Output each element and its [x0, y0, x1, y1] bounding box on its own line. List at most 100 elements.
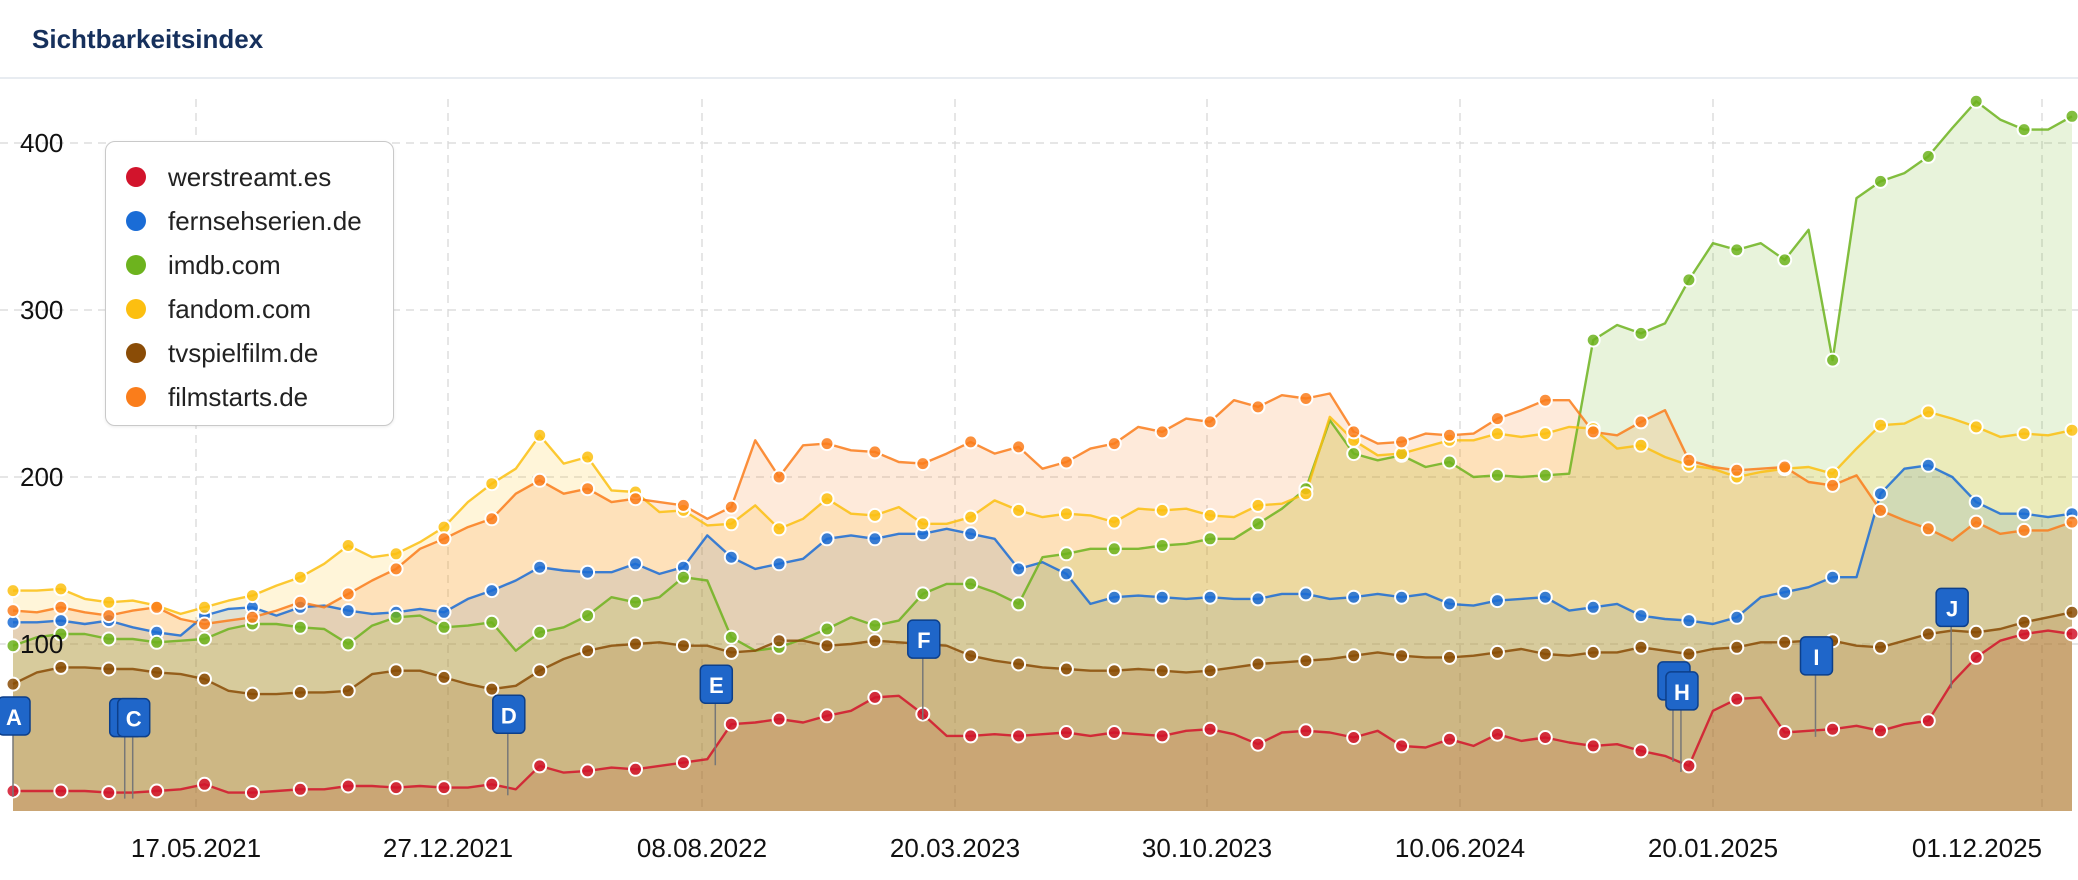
line-imdb-com: [12, 100, 2073, 652]
data-point-tvspielfilm-de: [1011, 656, 1027, 672]
data-point-werstreamt-es: [723, 716, 739, 732]
data-point-werstreamt-es: [771, 711, 787, 727]
data-point-tvspielfilm-de: [1106, 663, 1122, 679]
data-point-imdb-com: [388, 609, 404, 625]
y-tick-label: 200: [20, 462, 63, 492]
data-point-filmstarts-de: [1489, 411, 1505, 427]
data-point-werstreamt-es: [1537, 730, 1553, 745]
data-point-fernsehserien-de: [1873, 486, 1888, 502]
annotation-marker-f: [907, 619, 941, 659]
data-point-tvspielfilm-de: [675, 638, 691, 654]
data-point-filmstarts-de: [771, 469, 787, 485]
data-point-imdb-com: [1154, 538, 1170, 553]
data-point-fernsehserien-de: [867, 531, 883, 547]
annotation-marker-i: [1799, 636, 1834, 676]
data-point-werstreamt-es: [1394, 738, 1410, 754]
data-point-imdb-com: [5, 638, 21, 654]
data-point-werstreamt-es: [340, 778, 356, 794]
chart-title: Sichtbarkeitsindex: [32, 24, 264, 54]
annotation-marker-j: [1935, 587, 1969, 628]
data-point-fandom-com: [819, 491, 835, 507]
data-point-imdb-com: [580, 608, 596, 624]
data-point-fernsehserien-de: [628, 556, 643, 572]
data-point-fandom-com: [340, 538, 356, 553]
data-point-fernsehserien-de: [1968, 494, 1984, 510]
data-point-fernsehserien-de: [1585, 599, 1601, 615]
data-point-filmstarts-de: [197, 616, 212, 632]
data-point-fandom-com: [580, 449, 596, 465]
data-point-fernsehserien-de: [1633, 608, 1649, 624]
data-point-filmstarts-de: [1011, 439, 1027, 455]
data-point-filmstarts-de: [1442, 427, 1457, 443]
legend-item-tvspielfilm-de[interactable]: tvspielfilm.de: [106, 331, 393, 375]
x-tick-label: 17.05.2021: [131, 833, 261, 863]
legend-item-imdb-com[interactable]: imdb.com: [106, 243, 393, 287]
data-point-fernsehserien-de: [580, 564, 596, 580]
data-point-tvspielfilm-de: [1298, 653, 1314, 669]
data-point-imdb-com: [53, 626, 69, 642]
data-point-fernsehserien-de: [1920, 457, 1936, 473]
data-point-tvspielfilm-de: [1585, 644, 1601, 660]
data-point-fandom-com: [1968, 419, 1984, 435]
data-point-filmstarts-de: [1729, 462, 1745, 478]
data-point-fandom-com: [2016, 426, 2032, 442]
chart-legend: werstreamt.es fernsehserien.de imdb.com fan…: [105, 141, 394, 426]
data-point-tvspielfilm-de: [197, 671, 212, 687]
data-point-filmstarts-de: [580, 481, 596, 497]
legend-label: imdb.com: [168, 249, 281, 280]
data-point-tvspielfilm-de: [1154, 663, 1170, 679]
data-point-fernsehserien-de: [723, 549, 739, 565]
data-point-fernsehserien-de: [1394, 589, 1410, 605]
data-point-tvspielfilm-de: [1202, 663, 1218, 679]
data-point-fandom-com: [1633, 437, 1649, 453]
annotation-marker-e: [699, 664, 734, 704]
legend-item-filmstarts-de[interactable]: filmstarts.de: [106, 375, 393, 419]
data-point-fernsehserien-de: [1298, 586, 1314, 602]
data-point-filmstarts-de: [1058, 454, 1074, 470]
x-tick-label: 20.03.2023: [890, 833, 1020, 863]
legend-item-fernsehserien-de[interactable]: fernsehserien.de: [106, 199, 393, 243]
data-point-fandom-com: [1058, 506, 1074, 522]
data-point-werstreamt-es: [1585, 738, 1601, 754]
data-point-filmstarts-de: [1537, 392, 1553, 408]
x-tick-label: 10.06.2024: [1395, 833, 1525, 863]
data-point-filmstarts-de: [1106, 436, 1122, 452]
legend-item-fandom-com[interactable]: fandom.com: [106, 287, 393, 331]
data-point-filmstarts-de: [1920, 521, 1936, 537]
data-point-imdb-com: [1585, 332, 1601, 348]
legend-item-werstreamt-es[interactable]: werstreamt.es: [106, 155, 393, 199]
data-point-imdb-com: [149, 634, 165, 650]
data-point-filmstarts-de: [2064, 514, 2078, 530]
data-point-tvspielfilm-de: [1873, 639, 1888, 655]
data-point-imdb-com: [819, 621, 835, 637]
data-point-filmstarts-de: [1873, 502, 1888, 518]
data-point-fernsehserien-de: [1537, 589, 1553, 605]
data-point-tvspielfilm-de: [1489, 644, 1505, 660]
data-point-fandom-com: [244, 588, 260, 604]
data-point-werstreamt-es: [53, 783, 69, 799]
data-point-filmstarts-de: [1250, 399, 1266, 415]
data-point-imdb-com: [1011, 596, 1027, 612]
data-point-filmstarts-de: [2016, 522, 2032, 538]
data-point-fandom-com: [1250, 497, 1266, 513]
data-point-werstreamt-es: [1777, 725, 1793, 740]
annotation-label: I: [1813, 645, 1819, 670]
data-point-imdb-com: [2064, 108, 2078, 124]
data-point-fandom-com: [292, 569, 308, 585]
data-point-tvspielfilm-de: [1394, 648, 1410, 664]
x-tick-label: 01.12.2025: [1912, 833, 2042, 863]
data-point-fandom-com: [963, 509, 979, 525]
data-point-werstreamt-es: [1011, 728, 1027, 744]
data-point-tvspielfilm-de: [2016, 614, 2032, 630]
data-point-filmstarts-de: [1777, 459, 1793, 475]
legend-color-dot: [126, 387, 146, 407]
data-point-filmstarts-de: [340, 586, 356, 602]
legend-color-dot: [126, 167, 146, 187]
visibility-index-chart: 100 200 300 400 17.05.2021 27.12.2021 08.08.20…: [0, 93, 2078, 863]
data-point-fernsehserien-de: [53, 613, 69, 629]
data-point-fandom-com: [1298, 486, 1314, 502]
data-point-filmstarts-de: [244, 609, 260, 625]
data-point-werstreamt-es: [1968, 649, 1984, 665]
annotation-marker-h: [1665, 671, 1699, 711]
data-point-filmstarts-de: [532, 472, 548, 488]
